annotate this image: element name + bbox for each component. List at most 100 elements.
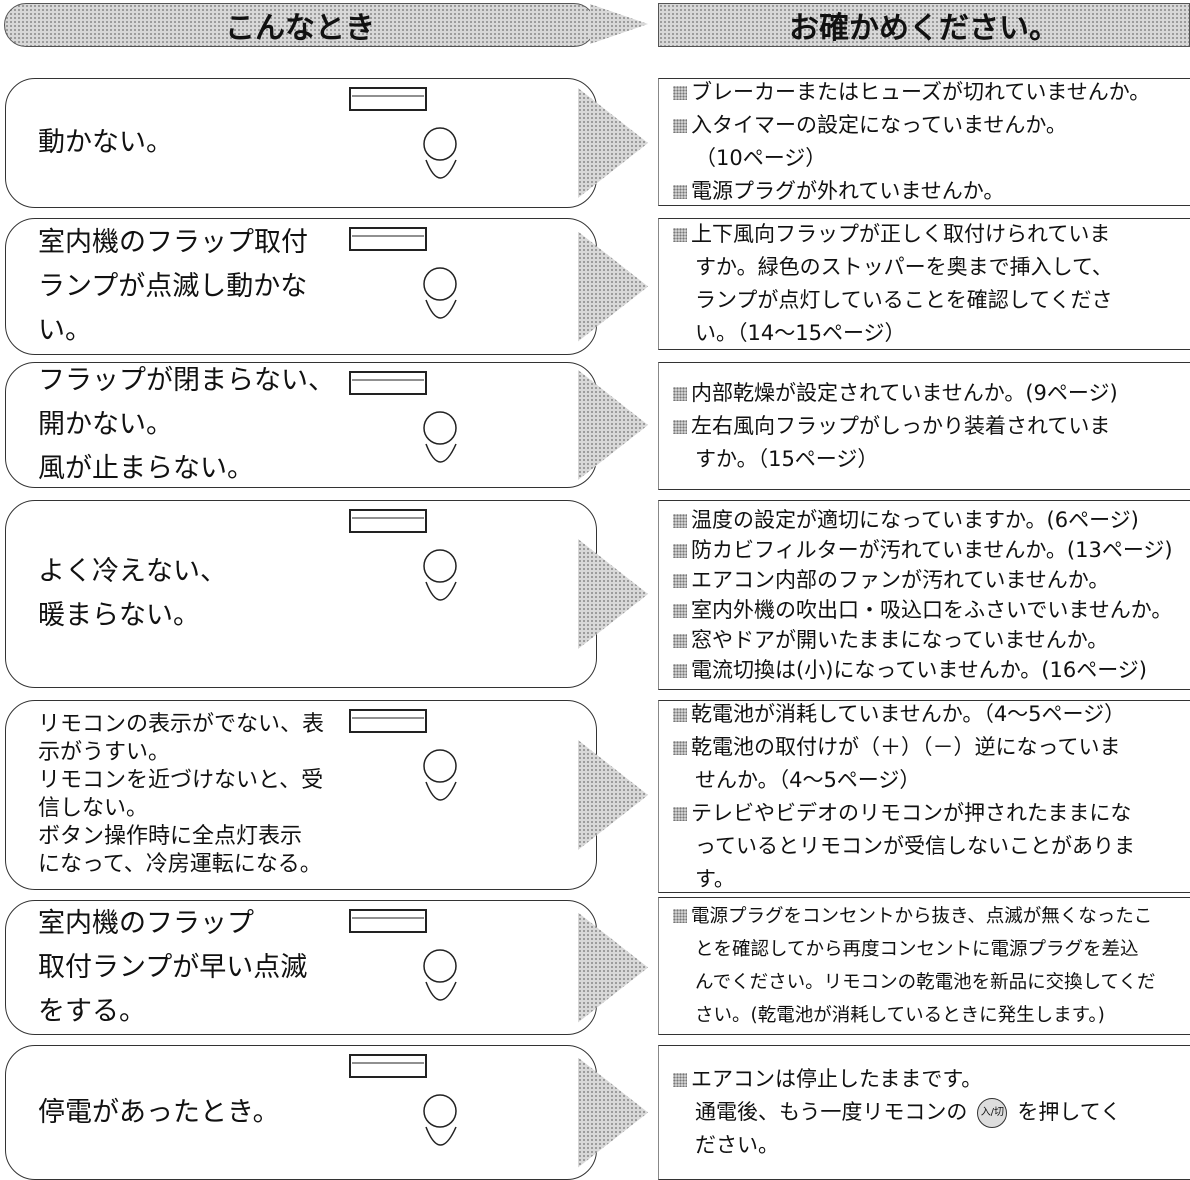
check-line: い。（14〜15ページ） [695,321,906,345]
checks-box: 温度の設定が適切になっていますか。(6ページ) 防カビフィルターが汚れていませんか… [658,500,1190,690]
check-item: 乾電池が消耗していませんか。（4〜5ページ） [673,698,1190,731]
check-line: 室内外機の吹出口・吸込口をふさいでいませんか。 [673,595,1190,625]
check-item: 温度の設定が適切になっていますか。(6ページ) [673,505,1190,535]
check-line: さい。(乾電池が消耗しているときに発生します。) [695,1005,1105,1026]
symptom-box: 室内機のフラップ取付 ランプが点滅し動かな い。 [5,218,597,355]
illustration [349,87,457,179]
symptom-box: フラップが閉まらない、 開かない。風が止まらない。 [5,362,597,488]
symptom-line: 動かない。 [38,127,173,158]
symptom-line: 取付ランプが早い点滅 [38,951,308,983]
check-item: 防カビフィルターが汚れていませんか。(13ページ) [673,535,1190,565]
check-item: 乾電池の取付けが（＋）（－）逆になっていませんか。（4〜5ページ） [673,731,1190,797]
check-item: 電源プラグをコンセントから抜き、点滅が無くなったことを確認してから再度コンセント… [673,900,1190,1032]
check-line: （10ページ） [695,146,827,170]
check-line: 窓やドアが開いたままになっていませんか。 [673,625,1190,655]
arrow [578,370,648,480]
check-item: 室内外機の吹出口・吸込口をふさいでいませんか。 [673,595,1190,625]
arrow [578,740,648,850]
check-item: 電源プラグが外れていませんか。 [673,175,1190,208]
symptom-line: 示がうすい。 [38,740,171,765]
symptom-line: フラップが閉まらない、 [38,365,335,396]
symptom-box: 動かない。 [5,78,597,208]
checks-box: 電源プラグをコンセントから抜き、点滅が無くなったことを確認してから再度コンセント… [658,897,1190,1035]
checks-box: 乾電池が消耗していませんか。（4〜5ページ） 乾電池の取付けが（＋）（－）逆になっ… [658,700,1190,893]
check-item: 窓やドアが開いたままになっていませんか。 [673,625,1190,655]
symptom-line: をする。 [38,995,146,1027]
symptom-line: ランプが点滅し動かな [38,270,308,302]
button-icon: 入/切 [977,1098,1008,1128]
arrow [578,231,648,342]
illustration [349,709,457,801]
checks-box: エアコンは停止したままです。 通電後、もう一度リモコンの 入/切 を押してく ださい。 [658,1045,1190,1180]
symptom-line: 室内機のフラップ取付 [38,226,308,258]
check-line: すか。（15ページ） [695,446,879,471]
check-item: エアコン内部のファンが汚れていませんか。 [673,565,1190,595]
check-line: 左右風向フラップがしっかり装着されていま [673,410,1190,443]
symptom-line: 暖まらない。 [38,600,200,631]
check-line: エアコンは停止したままです。 [673,1063,1190,1096]
arrow [578,1057,648,1168]
check-line: エアコン内部のファンが汚れていませんか。 [673,565,1190,595]
symptom-line: ボタン操作時に全点灯表示 [38,824,303,849]
arrow [578,539,648,649]
check-line: 電源プラグをコンセントから抜き、点滅が無くなったこ [673,900,1190,933]
symptom-line: になって、冷房運転になる。 [38,852,322,877]
symptom-box: よく冷えない、 暖まらない。 [5,500,597,688]
check-line: とを確認してから再度コンセントに電源プラグを差込 [695,939,1139,960]
check-line: 電流切換は(小)になっていませんか。(16ページ) [673,655,1190,685]
check-item: 入タイマーの設定になっていませんか。 （10ページ） [673,109,1190,175]
illustration [349,1054,457,1146]
illustration [349,509,457,601]
check-line: 内部乾燥が設定されていませんか。(9ページ) [673,377,1190,410]
check-item: 上下風向フラップが正しく取付けられていますか。緑色のストッパーを奥まで挿入して、… [673,218,1190,350]
check-item: エアコンは停止したままです。 通電後、もう一度リモコンの 入/切 を押してく ださい。 [673,1063,1190,1162]
symptom-line: 開かない。 [38,409,173,440]
symptom-line: リモコンを近づけないと、受 [38,768,324,793]
symptom-line: よく冷えない、 [38,556,227,587]
check-line: 温度の設定が適切になっていますか。(6ページ) [673,505,1190,535]
checks-box: 内部乾燥が設定されていませんか。(9ページ) 左右風向フラップがしっかり装着されて… [658,362,1190,490]
illustration [349,909,457,1001]
symptom-line: 風が止まらない。 [38,453,254,484]
check-line: 通電後、もう一度リモコンの 入/切 を押してく [673,1096,1190,1129]
illustration [349,371,457,463]
check-line: 電源プラグが外れていませんか。 [673,175,1190,208]
symptom-box: 停電があったとき。 [5,1045,597,1180]
check-line: テレビやビデオのリモコンが押されたままにな [673,797,1190,830]
symptom-line: 信しない。 [38,796,149,821]
check-item: 電流切換は(小)になっていませんか。(16ページ) [673,655,1190,685]
check-line: すか。緑色のストッパーを奥まで挿入して、 [695,255,1113,279]
check-line: せんか。（4〜5ページ） [695,767,921,792]
arrow [578,912,648,1023]
symptom-line: い。 [38,314,92,346]
check-line: ださい。 [695,1133,779,1157]
header-right: お確かめください。 [658,3,1190,47]
check-item: 左右風向フラップがしっかり装着されていますか。（15ページ） [673,410,1190,476]
header-left: こんなとき [4,3,596,47]
check-line: 乾電池の取付けが（＋）（－）逆になっていま [673,731,1190,764]
check-line: ランプが点灯していることを確認してくださ [695,288,1113,312]
checks-box: 上下風向フラップが正しく取付けられていますか。緑色のストッパーを奥まで挿入して、… [658,218,1190,350]
check-line: ブレーカーまたはヒューズが切れていませんか。 [673,76,1190,109]
checks-box: ブレーカーまたはヒューズが切れていませんか。 入タイマーの設定になっていませんか。… [658,78,1190,206]
check-line: 乾電池が消耗していませんか。（4〜5ページ） [673,698,1190,731]
check-line: す。 [695,866,735,891]
check-line: っているとリモコンが受信しないことがありま [695,833,1135,858]
check-item: 内部乾燥が設定されていませんか。(9ページ) [673,377,1190,410]
symptom-box: リモコンの表示がでない、表 示がうすい。リモコンを近づけないと、受 信しない。ボタン… [5,700,597,890]
check-text: 通電後、もう一度リモコンの [695,1100,968,1124]
check-item: ブレーカーまたはヒューズが切れていませんか。 [673,76,1190,109]
header-arrow [590,4,648,44]
check-line: 上下風向フラップが正しく取付けられていま [673,218,1190,251]
check-line: 入タイマーの設定になっていませんか。 [673,109,1190,142]
check-item: テレビやビデオのリモコンが押されたままになっているとリモコンが受信しないことがあ… [673,797,1190,896]
symptom-line: 停電があったとき。 [38,1096,280,1128]
check-line: 防カビフィルターが汚れていませんか。(13ページ) [673,535,1190,565]
check-text: を押してく [1017,1100,1122,1124]
symptom-line: 室内機のフラップ [38,907,254,939]
arrow [578,88,648,198]
symptom-line: リモコンの表示がでない、表 [38,712,325,737]
check-line: んでください。リモコンの乾電池を新品に交換してくだ [695,972,1156,993]
illustration [349,227,457,319]
